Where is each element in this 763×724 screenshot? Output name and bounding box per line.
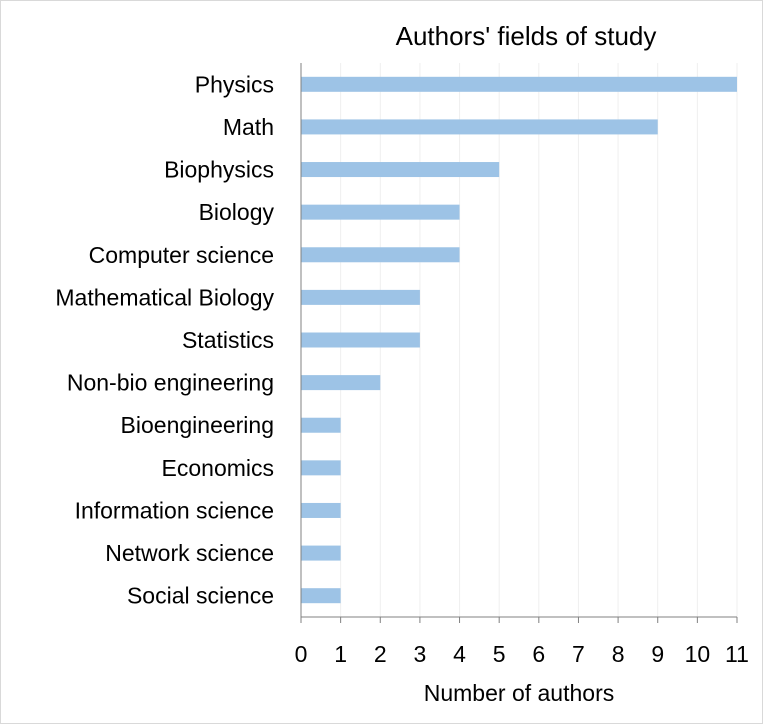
x-tick-label: 6 <box>532 641 545 667</box>
category-label: Network science <box>105 540 274 566</box>
category-label: Non-bio engineering <box>67 370 274 396</box>
category-label: Biophysics <box>164 157 274 183</box>
x-tick-label: 9 <box>651 641 664 667</box>
x-tick-label: 4 <box>453 641 466 667</box>
category-label: Mathematical Biology <box>55 284 274 310</box>
x-tick-label: 1 <box>334 641 347 667</box>
category-label: Bioengineering <box>121 412 274 438</box>
x-tick-label: 2 <box>374 641 387 667</box>
bar <box>301 247 460 263</box>
x-tick-label: 7 <box>572 641 585 667</box>
chart-title: Authors' fields of study <box>396 21 657 51</box>
category-label: Economics <box>162 455 274 481</box>
x-tick-label: 5 <box>493 641 506 667</box>
bar <box>301 460 341 476</box>
category-label: Math <box>223 114 274 140</box>
bar <box>301 76 737 92</box>
bar <box>301 375 381 391</box>
bar <box>301 588 341 604</box>
gridlines <box>340 63 738 617</box>
x-tick-label: 11 <box>725 641 749 667</box>
bar <box>301 289 420 305</box>
x-tick-label: 0 <box>295 641 308 667</box>
bar <box>301 417 341 433</box>
x-axis-title: Number of authors <box>424 680 614 706</box>
category-label: Social science <box>127 583 274 609</box>
x-tick-label: 3 <box>414 641 427 667</box>
category-label: Statistics <box>182 327 274 353</box>
bar <box>301 162 500 178</box>
category-label: Physics <box>195 71 274 97</box>
axes <box>300 63 737 618</box>
x-tick-label: 10 <box>685 641 711 667</box>
category-labels: Physics Math Biophysics Biology Computer sci… <box>55 71 274 608</box>
bar <box>301 204 460 220</box>
bars <box>301 76 737 604</box>
category-label: Computer science <box>89 242 274 268</box>
x-tick-labels: 0 1 2 3 4 5 6 7 8 9 10 11 <box>295 617 749 667</box>
bar <box>301 332 420 348</box>
bar <box>301 119 658 135</box>
category-label: Information science <box>75 497 274 523</box>
bar <box>301 502 341 518</box>
bar <box>301 545 341 561</box>
category-label: Biology <box>199 199 275 225</box>
x-tick-label: 8 <box>612 641 625 667</box>
